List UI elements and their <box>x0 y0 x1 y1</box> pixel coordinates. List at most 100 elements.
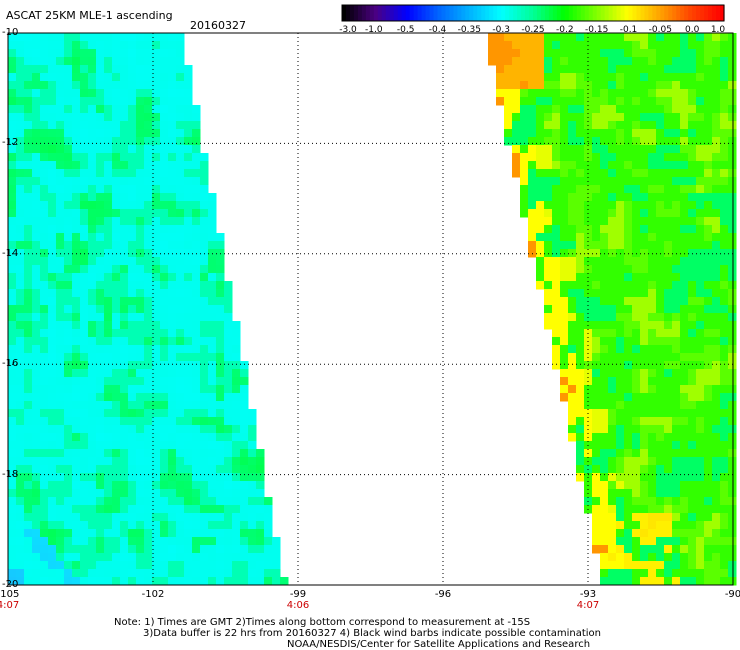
data-cell <box>96 545 105 554</box>
data-cell <box>616 377 625 386</box>
data-cell <box>80 289 89 298</box>
data-cell <box>240 417 249 426</box>
data-cell <box>32 481 41 490</box>
data-cell <box>8 217 17 226</box>
data-cell <box>616 561 625 570</box>
data-cell <box>80 225 89 234</box>
data-cell <box>224 361 233 370</box>
colorbar-segment <box>457 5 462 21</box>
data-cell <box>656 257 665 266</box>
data-cell <box>160 297 169 306</box>
data-cell <box>104 169 113 178</box>
data-cell <box>560 297 569 306</box>
data-cell <box>664 289 673 298</box>
data-cell <box>216 273 225 282</box>
data-cell <box>656 393 665 402</box>
data-cell <box>128 369 137 378</box>
data-cell <box>600 385 609 394</box>
data-cell <box>120 345 129 354</box>
data-cell <box>64 473 73 482</box>
data-cell <box>24 441 33 450</box>
data-cell <box>88 33 97 42</box>
data-cell <box>608 177 617 186</box>
data-cell <box>64 33 73 42</box>
data-cell <box>712 561 721 570</box>
data-cell <box>608 489 617 498</box>
data-cell <box>544 57 553 66</box>
data-cell <box>200 353 209 362</box>
data-cell <box>104 577 113 586</box>
data-cell <box>176 145 185 154</box>
data-cell <box>112 49 121 58</box>
data-cell <box>680 369 689 378</box>
data-cell <box>88 561 97 570</box>
data-cell <box>184 81 193 90</box>
data-cell <box>168 321 177 330</box>
data-cell <box>576 169 585 178</box>
data-cell <box>40 465 49 474</box>
data-cell <box>112 89 121 98</box>
data-cell <box>104 529 113 538</box>
data-cell <box>624 553 633 562</box>
data-cell <box>640 337 649 346</box>
data-cell <box>152 449 161 458</box>
data-cell <box>688 145 697 154</box>
data-cell <box>136 273 145 282</box>
data-cell <box>64 369 73 378</box>
data-cell <box>160 465 169 474</box>
data-cell <box>256 513 265 522</box>
data-cell <box>512 73 521 82</box>
data-cell <box>672 369 681 378</box>
data-cell <box>720 169 729 178</box>
data-cell <box>104 313 113 322</box>
data-cell <box>72 449 81 458</box>
data-cell <box>80 489 89 498</box>
data-cell <box>536 129 545 138</box>
data-cell <box>680 441 689 450</box>
data-cell <box>704 449 713 458</box>
data-cell <box>576 113 585 122</box>
data-cell <box>696 153 705 162</box>
data-cell <box>112 297 121 306</box>
data-cell <box>592 417 601 426</box>
data-cell <box>128 153 137 162</box>
data-cell <box>128 577 137 586</box>
data-cell <box>704 73 713 82</box>
data-cell <box>728 233 737 242</box>
data-cell <box>88 177 97 186</box>
data-cell <box>648 297 657 306</box>
data-cell <box>496 49 505 58</box>
data-cell <box>168 289 177 298</box>
data-cell <box>696 201 705 210</box>
data-cell <box>728 465 737 474</box>
data-cell <box>56 217 65 226</box>
data-cell <box>704 273 713 282</box>
data-cell <box>32 97 41 106</box>
data-cell <box>640 449 649 458</box>
data-cell <box>136 49 145 58</box>
data-cell <box>544 297 553 306</box>
data-cell <box>664 441 673 450</box>
data-cell <box>96 457 105 466</box>
data-cell <box>712 401 721 410</box>
data-cell <box>560 105 569 114</box>
data-cell <box>152 505 161 514</box>
data-cell <box>112 217 121 226</box>
data-cell <box>656 265 665 274</box>
data-cell <box>72 281 81 290</box>
data-cell <box>56 145 65 154</box>
data-cell <box>624 129 633 138</box>
data-cell <box>144 161 153 170</box>
data-cell <box>104 33 113 42</box>
data-cell <box>48 489 57 498</box>
data-cell <box>48 169 57 178</box>
data-cell <box>680 177 689 186</box>
data-cell <box>208 505 217 514</box>
data-cell <box>680 281 689 290</box>
data-cell <box>8 401 17 410</box>
data-cell <box>504 97 513 106</box>
data-cell <box>600 489 609 498</box>
data-cell <box>96 105 105 114</box>
data-cell <box>616 177 625 186</box>
data-cell <box>688 217 697 226</box>
